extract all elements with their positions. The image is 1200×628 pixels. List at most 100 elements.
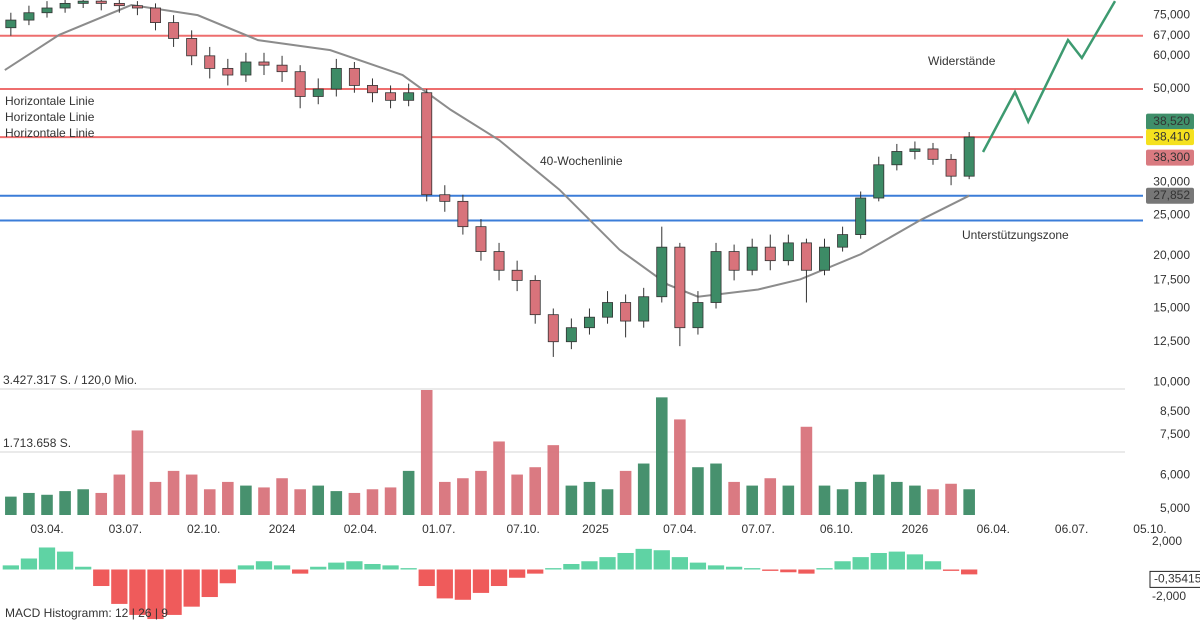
candle-body [330,67,342,90]
macd-bar [436,569,453,599]
volume-bar [475,470,487,515]
volume-bar [800,426,813,515]
x-tick-label: 2025 [582,522,609,536]
macd-bar [328,562,345,570]
volume-bar [439,481,451,515]
y-tick-label: 7,500 [1160,427,1190,441]
macd-bar [2,565,19,570]
level-label: Horizontale Linie [5,126,95,140]
macd-bar [725,566,743,570]
candle-body [457,200,469,228]
macd-bar [183,569,200,607]
candle-body [565,327,577,343]
candle-body [131,5,143,9]
macd-bar [292,569,309,574]
macd-bar [346,561,363,570]
candle-body [222,67,234,76]
volume-bar [818,485,831,515]
candle-body [674,246,686,329]
x-tick-label: 06.10. [820,522,853,536]
x-tick-label: 02.04. [344,522,377,536]
candle-body [782,242,794,262]
price-panel: Horizontale Linie Horizontale Linie Horizo… [0,0,1143,357]
candle-body [529,279,541,316]
volume-bar [113,474,126,515]
candle-body [95,0,107,4]
volume-bar [167,470,180,515]
x-tick-label: 07.10. [506,522,539,536]
volume-bar [41,494,53,515]
x-axis-background [0,520,1143,540]
macd-bar [744,568,761,570]
candle-body [855,197,867,235]
candle-body [312,88,324,97]
macd-bar [255,561,273,570]
candle-body [800,242,812,271]
candle-body [638,296,650,322]
candle-body [475,226,487,252]
volume-bar [23,492,35,515]
volume-bar [909,485,921,515]
volume-bar [95,492,108,515]
macd-tick-label: -2,000 [1152,589,1186,603]
y-tick-label: 67,000 [1153,28,1190,42]
y-tick-label: 17,500 [1153,273,1190,287]
volume-bar [565,485,578,515]
macd-bar [599,557,616,570]
macd-bar [38,547,56,570]
x-tick-label: 2024 [269,522,296,536]
price-label: 38,300 [1153,150,1190,164]
y-tick-label: 15,000 [1153,301,1190,315]
candle-body [240,61,252,76]
volume-bar [963,489,975,515]
macd-bar [472,569,490,593]
candle-body [186,38,198,57]
moving-average-label: 40-Wochenlinie [540,154,623,168]
macd-bar [490,569,508,587]
volume-bar [258,487,270,515]
x-tick-label: 06.04. [977,522,1010,536]
macd-tick-label: 2,000 [1152,534,1182,548]
macd-bar [400,568,417,570]
candle-body [150,7,161,23]
candle-body [819,246,830,271]
macd-bar [671,557,688,570]
macd-bar [906,554,924,570]
price-label: 27,852 [1153,188,1190,202]
volume-bar [674,419,686,515]
volume-bar [836,489,849,515]
macd-bar [563,563,580,570]
y-tick-label: 6,000 [1160,468,1190,482]
macd-bar [635,548,652,570]
x-tick-label: 07.07. [742,522,775,536]
macd-bar [780,569,797,573]
x-tick-label: 01.07. [422,522,455,536]
price-label-box [1146,129,1194,146]
candle-body [348,67,360,86]
macd-panel [2,547,978,620]
candle-body [294,71,306,97]
volume-bar [5,496,17,515]
volume-bar [276,478,288,515]
volume-bar [692,467,704,515]
level-label: Horizontale Linie [5,110,95,124]
volume-bar [203,489,216,515]
macd-bar [545,568,562,570]
volume-bar [59,491,71,515]
macd-bar [852,557,869,570]
macd-bar [653,550,670,570]
macd-bar [129,569,146,615]
candle-body [5,19,17,29]
macd-bar [707,565,725,570]
candle-body [258,61,270,66]
x-tick-label: 02.10. [187,522,220,536]
volume-bar [872,474,885,515]
axis-background [1143,0,1200,628]
volume-bar [511,474,523,515]
macd-bar [617,552,634,570]
candle-body [728,251,740,271]
candle-body [385,92,397,101]
macd-bar [382,565,399,570]
